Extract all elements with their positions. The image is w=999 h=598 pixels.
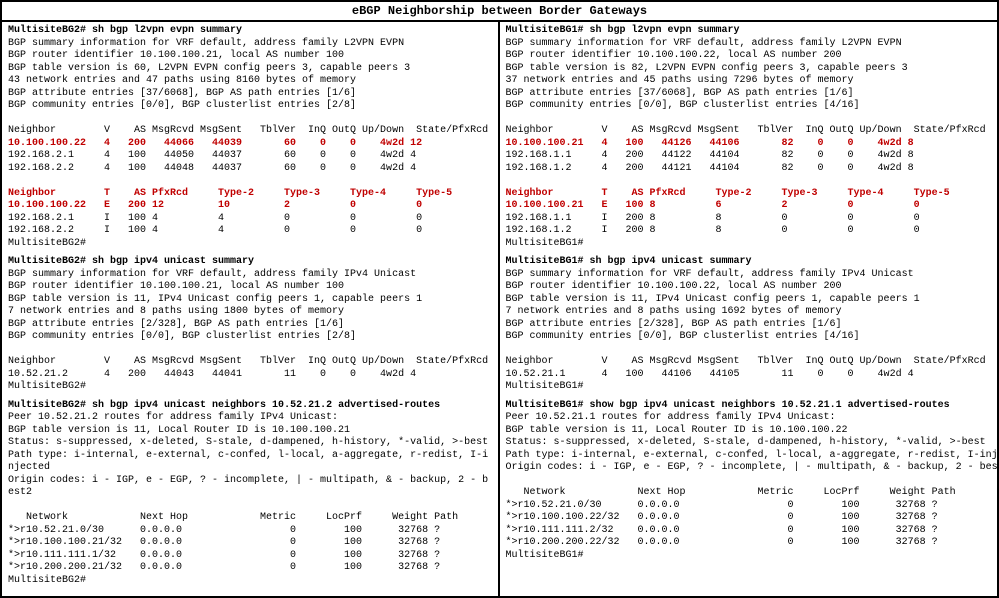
ipv4-info-line: BGP table version is 11, IPv4 Unicast co…	[8, 294, 492, 307]
neighbor-row: 192.168.2.2 4 100 44048 44037 60 0 0 4w2…	[8, 163, 492, 176]
adv-row: *>r10.200.200.22/32 0.0.0.0 0 100 32768 …	[506, 537, 992, 550]
evpn-info-line: BGP community entries [0/0], BGP cluster…	[8, 100, 492, 113]
right-adv-block: MultisiteBG1# show bgp ipv4 unicast neig…	[506, 400, 992, 563]
adv-row: *>r10.100.100.21/32 0.0.0.0 0 100 32768 …	[8, 537, 492, 550]
neighbor-header: Neighbor V AS MsgRcvd MsgSent TblVer InQ…	[506, 125, 992, 138]
adv-info-line: Peer 10.52.21.1 routes for address famil…	[506, 412, 992, 425]
adv-header: Network Next Hop Metric LocPrf Weight Pa…	[506, 487, 992, 500]
left-ipv4-block: MultisiteBG2# sh bgp ipv4 unicast summar…	[8, 256, 492, 394]
evpn-info-line: BGP summary information for VRF default,…	[506, 38, 992, 51]
adv-info-line: BGP table version is 11, Local Router ID…	[506, 425, 992, 438]
prompt: MultisiteBG1#	[506, 25, 584, 36]
evpn-info-line: BGP table version is 60, L2VPN EVPN conf…	[8, 63, 492, 76]
adv-info-line: Origin codes: i - IGP, e - EGP, ? - inco…	[8, 475, 492, 488]
adv-info-line: njected	[8, 462, 492, 475]
adv-row: *>r10.52.21.0/30 0.0.0.0 0 100 32768 ?	[506, 500, 992, 513]
adv-info-line: Path type: i-internal, e-external, c-con…	[506, 450, 992, 463]
type-header: Neighbor T AS PfxRcd Type-2 Type-3 Type-…	[506, 188, 992, 201]
adv-info-line: Path type: i-internal, e-external, c-con…	[8, 450, 492, 463]
cmd-ipv4: sh bgp ipv4 unicast summary	[590, 256, 752, 267]
evpn-info-line: 37 network entries and 45 paths using 72…	[506, 75, 992, 88]
right-column: MultisiteBG1# sh bgp l2vpn evpn summary …	[500, 22, 998, 596]
neighbor-row-highlight: 10.100.100.22 4 200 44066 44039 60 0 0 4…	[8, 138, 492, 151]
evpn-info-line: BGP attribute entries [37/6068], BGP AS …	[8, 88, 492, 101]
prompt-end: MultisiteBG2#	[8, 238, 492, 251]
left-evpn-block: MultisiteBG2# sh bgp l2vpn evpn summary …	[8, 25, 492, 250]
type-row: 192.168.1.1 I 200 8 8 0 0 0	[506, 213, 992, 226]
ipv4-header: Neighbor V AS MsgRcvd MsgSent TblVer InQ…	[506, 356, 992, 369]
adv-info-line: Status: s-suppressed, x-deleted, S-stale…	[506, 437, 992, 450]
prompt-end: MultisiteBG2#	[8, 381, 492, 394]
left-column: MultisiteBG2# sh bgp l2vpn evpn summary …	[2, 22, 500, 596]
evpn-info-line: BGP router identifier 10.100.100.21, loc…	[8, 50, 492, 63]
adv-row: *>r10.111.111.2/32 0.0.0.0 0 100 32768 ?	[506, 525, 992, 538]
neighbor-row-highlight: 10.100.100.21 4 100 44126 44106 82 0 0 4…	[506, 138, 992, 151]
evpn-info-line: BGP attribute entries [37/6068], BGP AS …	[506, 88, 992, 101]
type-row: 192.168.2.2 I 100 4 4 0 0 0	[8, 225, 492, 238]
evpn-info-line: BGP table version is 82, L2VPN EVPN conf…	[506, 63, 992, 76]
neighbor-row: 192.168.1.1 4 200 44122 44104 82 0 0 4w2…	[506, 150, 992, 163]
prompt: MultisiteBG2#	[8, 400, 86, 411]
prompt: MultisiteBG2#	[8, 256, 86, 267]
adv-info-line: Origin codes: i - IGP, e - EGP, ? - inco…	[506, 462, 992, 475]
right-evpn-block: MultisiteBG1# sh bgp l2vpn evpn summary …	[506, 25, 992, 250]
evpn-info-line: BGP router identifier 10.100.100.22, loc…	[506, 50, 992, 63]
adv-row: *>r10.111.111.1/32 0.0.0.0 0 100 32768 ?	[8, 550, 492, 563]
cmd-ipv4: sh bgp ipv4 unicast summary	[92, 256, 254, 267]
evpn-info-line: BGP summary information for VRF default,…	[8, 38, 492, 51]
ipv4-info-line: BGP community entries [0/0], BGP cluster…	[8, 331, 492, 344]
ipv4-info-line: BGP router identifier 10.100.100.22, loc…	[506, 281, 992, 294]
cmd-adv: sh bgp ipv4 unicast neighbors 10.52.21.2…	[92, 400, 440, 411]
type-row-highlight: 10.100.100.22 E 200 12 10 2 0 0	[8, 200, 492, 213]
page-title: eBGP Neighborship between Border Gateway…	[0, 0, 999, 20]
ipv4-info-line: BGP summary information for VRF default,…	[8, 269, 492, 282]
prompt: MultisiteBG1#	[506, 400, 584, 411]
ipv4-info-line: BGP attribute entries [2/328], BGP AS pa…	[8, 319, 492, 332]
ipv4-row: 10.52.21.1 4 100 44106 44105 11 0 0 4w2d…	[506, 369, 992, 382]
cmd-l2vpn: sh bgp l2vpn evpn summary	[590, 25, 740, 36]
neighbor-row: 192.168.2.1 4 100 44050 44037 60 0 0 4w2…	[8, 150, 492, 163]
adv-info-line: Peer 10.52.21.2 routes for address famil…	[8, 412, 492, 425]
adv-info-line: BGP table version is 11, Local Router ID…	[8, 425, 492, 438]
ipv4-info-line: BGP router identifier 10.100.100.21, loc…	[8, 281, 492, 294]
adv-info-line: est2	[8, 487, 492, 500]
right-ipv4-block: MultisiteBG1# sh bgp ipv4 unicast summar…	[506, 256, 992, 394]
evpn-info-line: BGP community entries [0/0], BGP cluster…	[506, 100, 992, 113]
ipv4-info-line: BGP attribute entries [2/328], BGP AS pa…	[506, 319, 992, 332]
prompt: MultisiteBG2#	[8, 25, 86, 36]
type-row: 192.168.2.1 I 100 4 4 0 0 0	[8, 213, 492, 226]
prompt-end: MultisiteBG1#	[506, 381, 992, 394]
left-adv-block: MultisiteBG2# sh bgp ipv4 unicast neighb…	[8, 400, 492, 588]
ipv4-info-line: BGP community entries [0/0], BGP cluster…	[506, 331, 992, 344]
ipv4-header: Neighbor V AS MsgRcvd MsgSent TblVer InQ…	[8, 356, 492, 369]
ipv4-info-line: BGP table version is 11, IPv4 Unicast co…	[506, 294, 992, 307]
ipv4-info-line: BGP summary information for VRF default,…	[506, 269, 992, 282]
ipv4-row: 10.52.21.2 4 200 44043 44041 11 0 0 4w2d…	[8, 369, 492, 382]
adv-info-line: Status: s-suppressed, x-deleted, S-stale…	[8, 437, 492, 450]
two-column-grid: MultisiteBG2# sh bgp l2vpn evpn summary …	[0, 20, 999, 598]
prompt-end: MultisiteBG2#	[8, 575, 492, 588]
neighbor-row: 192.168.1.2 4 200 44121 44104 82 0 0 4w2…	[506, 163, 992, 176]
cmd-l2vpn: sh bgp l2vpn evpn summary	[92, 25, 242, 36]
adv-header: Network Next Hop Metric LocPrf Weight Pa…	[8, 512, 492, 525]
prompt: MultisiteBG1#	[506, 256, 584, 267]
ipv4-info-line: 7 network entries and 8 paths using 1800…	[8, 306, 492, 319]
adv-row: *>r10.200.200.21/32 0.0.0.0 0 100 32768 …	[8, 562, 492, 575]
adv-row: *>r10.100.100.22/32 0.0.0.0 0 100 32768 …	[506, 512, 992, 525]
type-header: Neighbor T AS PfxRcd Type-2 Type-3 Type-…	[8, 188, 492, 201]
prompt-end: MultisiteBG1#	[506, 550, 992, 563]
type-row-highlight: 10.100.100.21 E 100 8 6 2 0 0	[506, 200, 992, 213]
prompt-end: MultisiteBG1#	[506, 238, 992, 251]
adv-row: *>r10.52.21.0/30 0.0.0.0 0 100 32768 ?	[8, 525, 492, 538]
neighbor-header: Neighbor V AS MsgRcvd MsgSent TblVer InQ…	[8, 125, 492, 138]
cmd-adv: show bgp ipv4 unicast neighbors 10.52.21…	[590, 400, 950, 411]
ipv4-info-line: 7 network entries and 8 paths using 1692…	[506, 306, 992, 319]
evpn-info-line: 43 network entries and 47 paths using 81…	[8, 75, 492, 88]
type-row: 192.168.1.2 I 200 8 8 0 0 0	[506, 225, 992, 238]
